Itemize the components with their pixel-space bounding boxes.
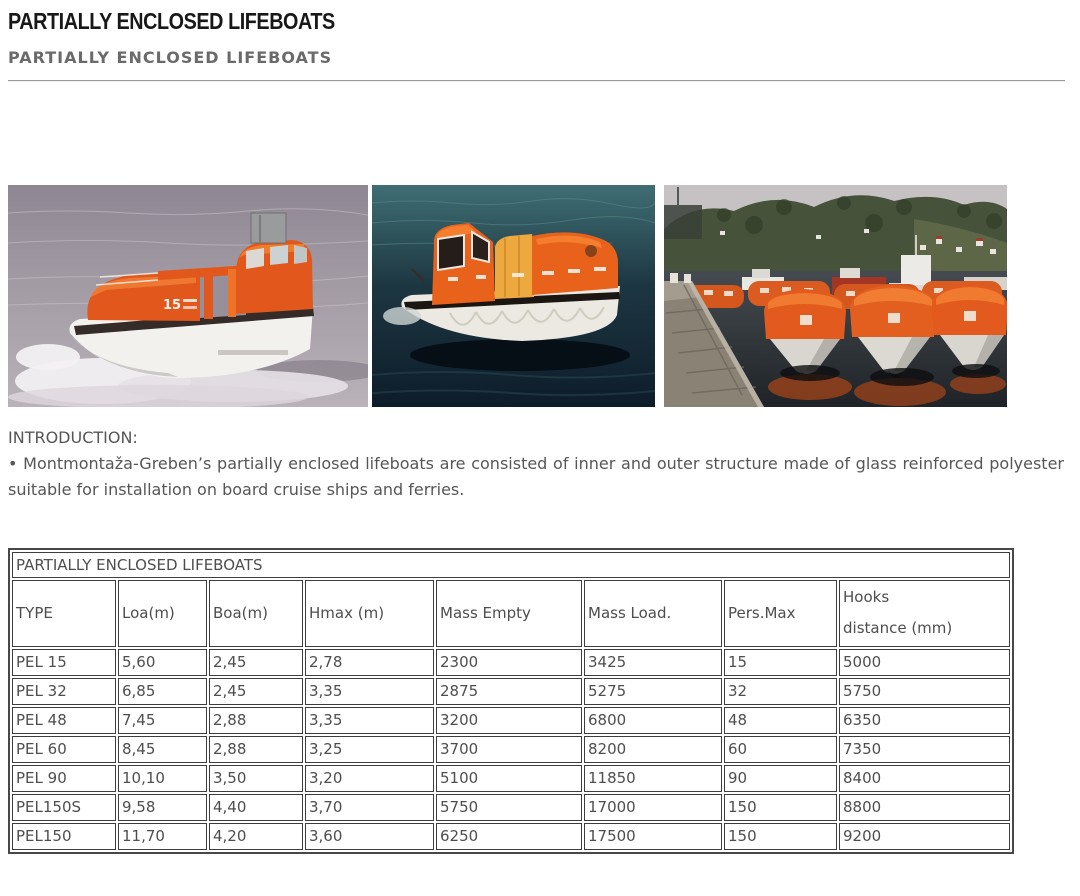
table-cell: 2300 — [436, 649, 582, 676]
table-row: PEL 90 10,10 3,50 3,20 5100 11850 90 8400 — [12, 765, 1010, 792]
table-cell: 2,88 — [209, 707, 303, 734]
table-cell: 5100 — [436, 765, 582, 792]
table-cell: 2,78 — [305, 649, 434, 676]
column-header: Mass Empty — [436, 580, 582, 647]
table-cell: PEL 15 — [12, 649, 116, 676]
column-header: Hmax (m) — [305, 580, 434, 647]
table-cell: 3,25 — [305, 736, 434, 763]
table-cell: 15 — [724, 649, 837, 676]
table-cell: PEL150S — [12, 794, 116, 821]
table-cell: 3,20 — [305, 765, 434, 792]
column-header: TYPE — [12, 580, 116, 647]
table-cell: 2,45 — [209, 678, 303, 705]
divider — [8, 80, 1065, 82]
table-row: PEL150S 9,58 4,40 3,70 5750 17000 150 8800 — [12, 794, 1010, 821]
table-caption: PARTIALLY ENCLOSED LIFEBOATS — [12, 552, 1010, 578]
table-cell: 3700 — [436, 736, 582, 763]
photo-lifeboat-cruising: 15 — [8, 185, 368, 407]
section-title: PARTIALLY ENCLOSED LIFEBOATS — [8, 48, 333, 67]
table-cell: 2,45 — [209, 649, 303, 676]
page: PARTIALLY ENCLOSED LIFEBOATS PARTIALLY E… — [8, 8, 1068, 854]
table-cell: 6800 — [584, 707, 722, 734]
table-cell: 5750 — [436, 794, 582, 821]
table-cell: 7,45 — [118, 707, 207, 734]
lifeboats-table: PARTIALLY ENCLOSED LIFEBOATS TYPE Loa(m) Bo… — [8, 548, 1014, 854]
table-cell: 32 — [724, 678, 837, 705]
table-cell: 60 — [724, 736, 837, 763]
table-cell: 4,40 — [209, 794, 303, 821]
table-cell: 48 — [724, 707, 837, 734]
photo-lifeboat-at-sea — [372, 185, 655, 407]
page-title-text: PARTIALLY ENCLOSED LIFEBOATS — [8, 8, 335, 34]
svg-text:15: 15 — [163, 298, 181, 313]
table-cell: 3,35 — [305, 707, 434, 734]
page-title: PARTIALLY ENCLOSED LIFEBOATS — [8, 8, 1068, 35]
table-cell: PEL 32 — [12, 678, 116, 705]
table-row: PEL 60 8,45 2,88 3,25 3700 8200 60 7350 — [12, 736, 1010, 763]
table-cell: 8,45 — [118, 736, 207, 763]
table-cell: 6,85 — [118, 678, 207, 705]
table-cell: PEL 60 — [12, 736, 116, 763]
table-cell: PEL 90 — [12, 765, 116, 792]
table-row: PEL 15 5,60 2,45 2,78 2300 3425 15 5000 — [12, 649, 1010, 676]
table-cell: 5000 — [839, 649, 1010, 676]
column-header: Pers.Max — [724, 580, 837, 647]
table-cell: 8800 — [839, 794, 1010, 821]
table-cell: 10,10 — [118, 765, 207, 792]
table-cell: 4,20 — [209, 823, 303, 850]
introduction: INTRODUCTION: • Montmontaža-Greben’s par… — [8, 425, 1064, 503]
photo-row: 15 — [8, 185, 1068, 407]
introduction-text: • Montmontaža-Greben’s partially enclose… — [8, 454, 1064, 499]
column-header: Hooks distance (mm) — [839, 580, 1010, 647]
table-cell: 8200 — [584, 736, 722, 763]
table-cell: 150 — [724, 794, 837, 821]
table-cell: 150 — [724, 823, 837, 850]
table-cell: 2875 — [436, 678, 582, 705]
table-cell: 3200 — [436, 707, 582, 734]
table-cell: 2,88 — [209, 736, 303, 763]
table-header-row: TYPE Loa(m) Boa(m) Hmax (m) Mass Empty Mass L… — [12, 580, 1010, 647]
table-cell: PEL 48 — [12, 707, 116, 734]
table-cell: 3,50 — [209, 765, 303, 792]
table-cell: PEL150 — [12, 823, 116, 850]
table-cell: 5750 — [839, 678, 1010, 705]
table-cell: 3,60 — [305, 823, 434, 850]
table-cell: 9,58 — [118, 794, 207, 821]
table-cell: 6350 — [839, 707, 1010, 734]
table-cell: 9200 — [839, 823, 1010, 850]
table-cell: 6250 — [436, 823, 582, 850]
column-header: Mass Load. — [584, 580, 722, 647]
introduction-label: INTRODUCTION: — [8, 428, 138, 447]
table-cell: 90 — [724, 765, 837, 792]
table-caption-row: PARTIALLY ENCLOSED LIFEBOATS — [12, 552, 1010, 578]
table-cell: 17500 — [584, 823, 722, 850]
photo-lifeboats-harbor — [664, 185, 1007, 407]
table-cell: 3,70 — [305, 794, 434, 821]
table-row: PEL 32 6,85 2,45 3,35 2875 5275 32 5750 — [12, 678, 1010, 705]
table-cell: 5,60 — [118, 649, 207, 676]
table-cell: 11,70 — [118, 823, 207, 850]
column-header: Loa(m) — [118, 580, 207, 647]
table-cell: 5275 — [584, 678, 722, 705]
table-cell: 7350 — [839, 736, 1010, 763]
table-row: PEL150 11,70 4,20 3,60 6250 17500 150 9200 — [12, 823, 1010, 850]
table-cell: 3425 — [584, 649, 722, 676]
table-cell: 11850 — [584, 765, 722, 792]
table-cell: 17000 — [584, 794, 722, 821]
table-cell: 8400 — [839, 765, 1010, 792]
column-header: Boa(m) — [209, 580, 303, 647]
table-row: PEL 48 7,45 2,88 3,35 3200 6800 48 6350 — [12, 707, 1010, 734]
table-cell: 3,35 — [305, 678, 434, 705]
